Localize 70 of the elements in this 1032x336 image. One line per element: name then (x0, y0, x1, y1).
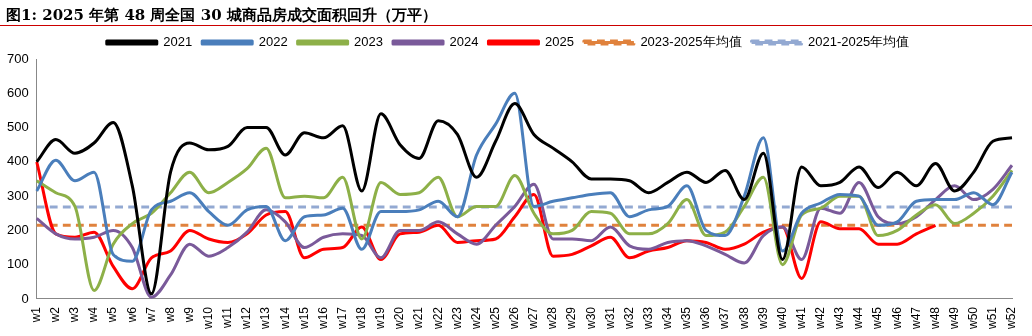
x-tick-label: w16 (315, 306, 330, 330)
legend-label: 2023 (354, 34, 384, 50)
x-tick-label: w41 (793, 306, 808, 330)
chart-title: 图1: 2025 年第 48 周全国 30 城商品房成交面积回升（万平） (0, 0, 1032, 26)
x-tick-label: w28 (545, 306, 560, 330)
legend-label: 2024 (449, 34, 479, 50)
y-tick-label: 500 (6, 119, 29, 135)
x-tick-label: w17 (334, 306, 349, 330)
x-tick-label: w3 (67, 306, 82, 324)
x-tick-label: w6 (124, 306, 139, 324)
y-tick-label: 700 (6, 50, 29, 66)
x-tick-label: w13 (258, 306, 273, 330)
y-tick-label: 600 (6, 84, 29, 100)
x-tick-label: w15 (296, 306, 311, 330)
x-tick-label: w1 (29, 306, 43, 324)
line-series (35, 91, 1014, 263)
x-tick-label: w50 (966, 306, 981, 330)
x-tick-label: w11 (220, 306, 235, 330)
x-tick-label: w2 (48, 306, 63, 324)
x-tick-label: w14 (277, 306, 292, 330)
x-tick-label: w48 (927, 306, 942, 330)
x-tick-label: w29 (564, 306, 579, 330)
x-tick-label: w33 (640, 306, 655, 330)
x-tick-label: w25 (487, 306, 502, 330)
y-tick-label: 200 (6, 222, 29, 237)
line-series (35, 146, 1014, 292)
x-tick-label: w10 (201, 306, 216, 330)
x-tick-label: w43 (832, 306, 847, 330)
x-tick-label: w52 (1004, 306, 1019, 330)
x-tick-label: w24 (468, 306, 483, 330)
x-tick-label: w47 (908, 306, 923, 330)
x-tick-label: w51 (985, 306, 1000, 330)
x-tick-label: w20 (392, 306, 407, 330)
legend-label: 2021-2025年均值 (808, 34, 910, 50)
x-tick-label: w5 (105, 306, 120, 324)
x-tick-label: w42 (813, 306, 828, 330)
x-tick-label: w9 (181, 306, 196, 324)
x-tick-label: w22 (430, 306, 445, 330)
legend-label: 2022 (258, 34, 288, 50)
x-tick-label: w30 (583, 306, 598, 330)
x-tick-label: w8 (162, 306, 177, 324)
x-tick-label: w12 (239, 306, 254, 330)
x-tick-label: w7 (143, 306, 158, 324)
x-tick-label: w27 (526, 306, 541, 330)
x-tick-label: w35 (679, 306, 694, 330)
x-tick-label: w21 (411, 306, 426, 330)
legend-label: 2021 (163, 34, 193, 50)
x-tick-label: w32 (621, 306, 636, 330)
x-tick-label: w38 (736, 306, 751, 330)
y-tick-label: 100 (6, 256, 29, 272)
x-tick-label: w23 (449, 306, 464, 330)
y-tick-label: 0 (21, 290, 29, 306)
x-tick-label: w36 (698, 306, 713, 330)
legend-label: 2025 (544, 34, 574, 50)
x-tick-label: w19 (373, 306, 388, 330)
x-tick-label: w45 (870, 306, 885, 330)
y-tick-label: 300 (6, 187, 29, 203)
legend-label: 2023-2025年均值 (640, 34, 742, 50)
x-tick-label: w26 (507, 306, 522, 330)
x-tick-label: w34 (660, 306, 675, 330)
y-tick-label: 400 (6, 153, 29, 169)
x-tick-label: w4 (86, 306, 101, 324)
x-tick-label: w39 (755, 306, 770, 330)
x-tick-label: w18 (354, 306, 369, 330)
x-tick-label: w44 (851, 306, 866, 330)
x-tick-label: w40 (774, 306, 789, 330)
x-tick-label: w31 (602, 306, 617, 330)
x-tick-label: w46 (889, 306, 904, 330)
x-tick-label: w37 (717, 306, 732, 330)
x-tick-label: w49 (946, 306, 961, 330)
